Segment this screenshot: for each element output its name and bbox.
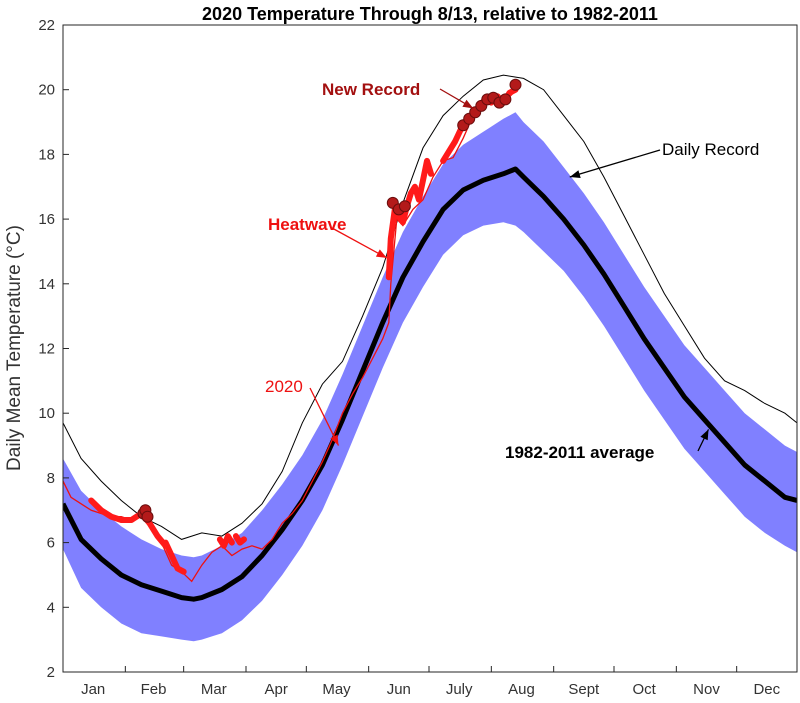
daily-record-label: Daily Record <box>662 140 759 159</box>
new-record-point <box>141 510 154 523</box>
y-tick-label: 6 <box>47 535 55 552</box>
chart-title: 2020 Temperature Through 8/13, relative … <box>202 4 658 24</box>
label-2020: 2020 <box>265 377 303 396</box>
y-tick-label: 14 <box>38 276 55 293</box>
x-tick-label: Feb <box>141 681 167 698</box>
new-record-point <box>499 93 512 106</box>
y-tick-label: 10 <box>38 405 55 422</box>
daily-record-line <box>63 74 797 540</box>
y-axis-label: Daily Mean Temperature (°C) <box>4 225 25 471</box>
y-tick-label: 20 <box>38 82 55 99</box>
new-record-point <box>398 200 411 213</box>
x-tick-label: Dec <box>753 681 780 698</box>
heatwave-arrow <box>331 227 388 259</box>
x-tick-label: Mar <box>201 681 227 698</box>
x-tick-label: Jan <box>81 681 105 698</box>
x-tick-label: Sept <box>568 681 600 698</box>
heatwave-segment <box>88 497 169 549</box>
x-tick-label: Oct <box>633 681 657 698</box>
x-tick-label: Apr <box>265 681 288 698</box>
y-tick-label: 4 <box>47 599 55 616</box>
heatwave-segment <box>162 539 187 575</box>
average-arrow <box>697 429 710 452</box>
axes: 2 4 6 8 10 12 14 16 18 20 22 Jan Feb Mar Apr May Jun July… <box>38 17 798 698</box>
heatwave-segment <box>385 157 434 281</box>
x-tick-label: Nov <box>693 681 720 698</box>
new-record-point <box>509 78 522 91</box>
arrow-2020 <box>309 387 340 446</box>
y-tick-label: 16 <box>38 211 55 228</box>
average-label: 1982-2011 average <box>505 443 654 462</box>
annotations: New Record Heatwave 2020 Daily Record 19… <box>265 80 759 462</box>
plot-area <box>63 74 797 642</box>
y-tick-label: 22 <box>38 17 55 34</box>
x-tick-label: Jun <box>387 681 411 698</box>
x-tick-label: May <box>322 681 351 698</box>
y-tick-label: 2 <box>47 664 55 681</box>
y-tick-label: 12 <box>38 341 55 358</box>
average-line <box>63 166 797 602</box>
x-tick-label: July <box>446 681 473 698</box>
x-tick-label: Aug <box>508 681 535 698</box>
heatwave-segment <box>232 533 247 546</box>
new-record-label: New Record <box>322 80 420 99</box>
y-tick-label: 8 <box>47 470 55 487</box>
y-tick-label: 18 <box>38 146 55 163</box>
heatwave-label: Heatwave <box>268 215 346 234</box>
daily-record-arrow <box>569 149 661 178</box>
heatwave-segment <box>216 533 235 549</box>
variability-band <box>63 112 797 642</box>
new-record-arrow <box>439 88 474 109</box>
